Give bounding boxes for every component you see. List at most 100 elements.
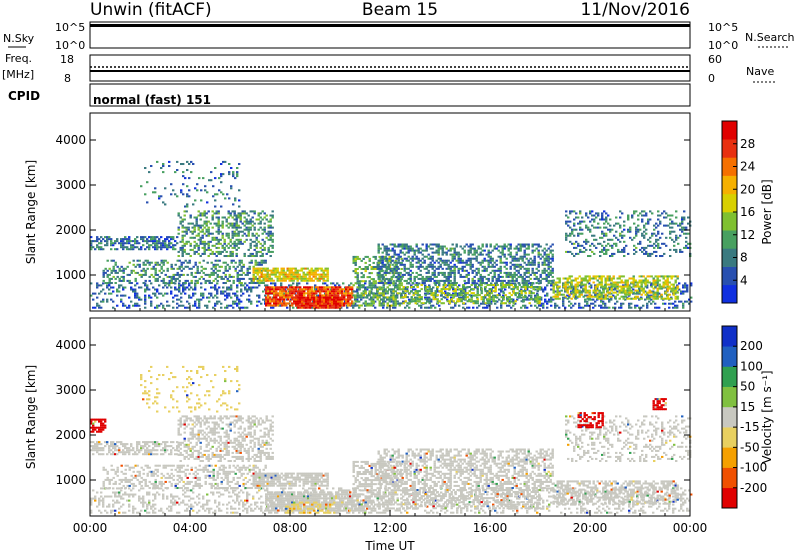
heatmap-cell <box>118 286 121 289</box>
heatmap-cell <box>428 298 431 301</box>
heatmap-cell <box>511 255 514 258</box>
heatmap-cell <box>612 306 615 309</box>
heatmap-cell <box>358 282 361 285</box>
heatmap-cell <box>271 250 274 253</box>
heatmap-cell <box>134 238 137 241</box>
heatmap-cell <box>247 232 250 235</box>
heatmap-cell <box>308 271 311 274</box>
heatmap-cell <box>257 240 260 243</box>
heatmap-cell <box>271 210 274 213</box>
heatmap-cell <box>556 284 559 287</box>
heatmap-cell <box>412 294 415 297</box>
heatmap-cell <box>390 288 393 291</box>
heatmap-cell <box>431 265 434 268</box>
heatmap-cell <box>372 266 375 269</box>
heatmap-cell <box>431 259 434 262</box>
heatmap-cell <box>247 255 250 258</box>
heatmap-cell <box>379 265 382 268</box>
heatmap-cell <box>401 275 404 278</box>
heatmap-cell <box>590 302 593 305</box>
heatmap-cell <box>491 257 494 260</box>
heatmap-cell <box>195 242 198 245</box>
heatmap-cell <box>374 280 377 283</box>
heatmap-cell <box>130 248 133 251</box>
heatmap-cell <box>290 267 293 270</box>
heatmap-cell <box>214 271 217 274</box>
heatmap-cell <box>400 284 403 287</box>
heatmap-cell <box>425 245 428 248</box>
heatmap-cell <box>507 275 510 278</box>
heatmap-cell <box>483 249 486 252</box>
heatmap-cell <box>530 296 533 299</box>
heatmap-cell <box>444 286 447 289</box>
heatmap-cell <box>479 275 482 278</box>
heatmap-cell <box>194 263 197 266</box>
heatmap-cell <box>231 226 234 229</box>
heatmap-cell <box>193 250 196 253</box>
heatmap-cell <box>466 286 469 289</box>
heatmap-cell <box>337 302 340 305</box>
heatmap-cell <box>550 288 553 291</box>
heatmap-cell <box>539 275 542 278</box>
heatmap-cell <box>230 304 233 307</box>
heatmap-cell <box>258 296 261 299</box>
heatmap-cell <box>600 285 603 288</box>
heatmap-cell <box>230 284 233 287</box>
heatmap-cell <box>356 300 359 303</box>
heatmap-cell <box>471 271 474 274</box>
heatmap-cell <box>588 285 591 288</box>
heatmap-cell <box>462 306 465 309</box>
heatmap-cell <box>638 297 641 300</box>
heatmap-cell <box>263 212 266 215</box>
heatmap-cell <box>186 279 189 282</box>
heatmap-cell <box>318 277 321 280</box>
heatmap-cell <box>575 228 578 231</box>
heatmap-cell <box>321 290 324 293</box>
heatmap-cell <box>480 286 483 289</box>
heatmap-cell <box>377 245 380 248</box>
heatmap-cell <box>409 249 412 252</box>
heatmap-cell <box>485 245 488 248</box>
heatmap-cell <box>417 249 420 252</box>
heatmap-cell <box>426 292 429 295</box>
heatmap-cell <box>229 224 232 227</box>
heatmap-cell <box>494 294 497 297</box>
heatmap-cell <box>243 240 246 243</box>
heatmap-cell <box>162 294 165 297</box>
heatmap-cell <box>176 267 179 270</box>
heatmap-cell <box>550 304 553 307</box>
heatmap-cell <box>604 285 607 288</box>
heatmap-cell <box>565 210 568 213</box>
heatmap-cell <box>152 240 155 243</box>
heatmap-cell <box>379 259 382 262</box>
heatmap-cell <box>584 298 587 301</box>
heatmap-cell <box>388 296 391 299</box>
heatmap-cell <box>317 286 320 289</box>
heatmap-cell <box>313 290 316 293</box>
heatmap-cell <box>291 294 294 297</box>
heatmap-cell <box>409 257 412 260</box>
heatmap-cell <box>223 248 226 251</box>
heatmap-cell <box>191 222 194 225</box>
heatmap-cell <box>668 306 671 309</box>
heatmap-cell <box>252 282 255 285</box>
heatmap-cell <box>451 243 454 246</box>
heatmap-cell <box>205 216 208 219</box>
heatmap-cell <box>395 253 398 256</box>
heatmap-cell <box>439 279 442 282</box>
heatmap-cell <box>262 275 265 278</box>
heatmap-cell <box>642 275 645 278</box>
heatmap-cell <box>104 236 107 239</box>
heatmap-cell <box>541 261 544 264</box>
heatmap-cell <box>604 281 607 284</box>
heatmap-cell <box>504 302 507 305</box>
heatmap-cell <box>120 242 123 245</box>
heatmap-cell <box>144 271 147 274</box>
heatmap-cell <box>265 288 268 291</box>
heatmap-cell <box>262 279 265 282</box>
heatmap-cell <box>608 295 611 298</box>
heatmap-cell <box>411 265 414 268</box>
heatmap-cell <box>404 306 407 309</box>
heatmap-cell <box>480 288 483 291</box>
heatmap-cell <box>203 250 206 253</box>
